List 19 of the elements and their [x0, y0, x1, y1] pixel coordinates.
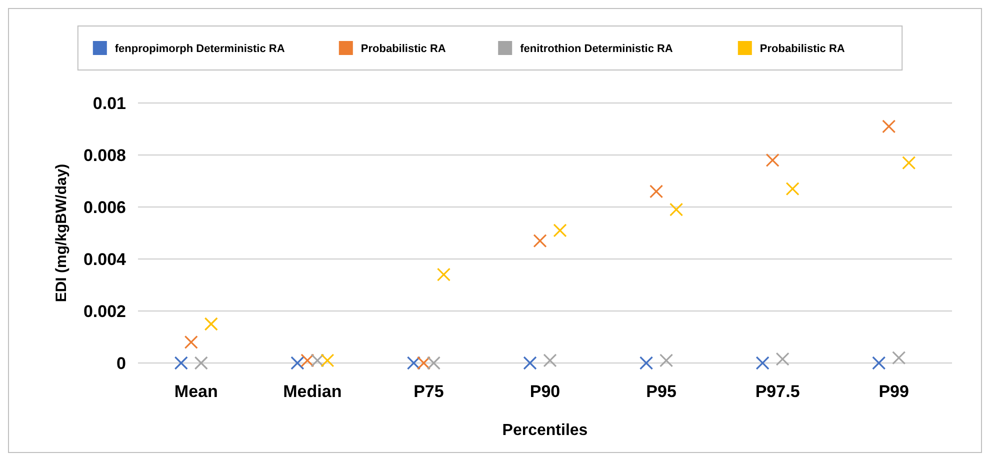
x-axis-title: Percentiles [502, 422, 588, 439]
x-tick-label: Mean [174, 382, 218, 401]
x-tick-label: P99 [878, 382, 909, 401]
y-tick-label: 0.01 [92, 94, 126, 113]
y-tick-label: 0.006 [83, 198, 126, 217]
x-tick-label: Median [283, 382, 342, 401]
y-tick-label: 0.008 [83, 146, 126, 165]
y-axis-title: EDI (mg/kgBW/day) [53, 164, 70, 302]
y-tick-label: 0.004 [83, 250, 127, 269]
x-tick-label: P97.5 [755, 382, 800, 401]
legend-label: fenpropimorph Deterministic RA [114, 42, 285, 55]
legend-label: Probabilistic RA [760, 42, 845, 55]
y-tick-label: 0.002 [83, 302, 126, 321]
legend-label: Probabilistic RA [360, 42, 446, 55]
legend-label: fenitrothion Deterministic RA [520, 42, 673, 55]
x-tick-label: P90 [530, 382, 560, 401]
x-tick-label: P95 [646, 382, 676, 401]
x-tick-label: P75 [414, 382, 444, 401]
y-tick-label: 0 [116, 354, 126, 373]
